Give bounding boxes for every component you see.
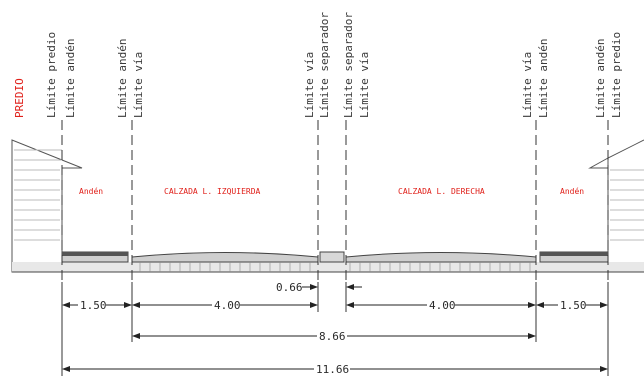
limit-lines: [61, 120, 609, 280]
label-left-limite-anden: Límite andén: [64, 39, 77, 118]
label-center-right-limite-separador: Límite separador: [342, 12, 355, 118]
label-center-left-limite-via: Límite vía: [303, 52, 316, 118]
dim-anden-left: 1.50: [80, 299, 107, 312]
zone-calzada-izquierda: CALZADA L. IZQUIERDA: [164, 187, 261, 196]
dimension-labels: 1.50 4.00 0.66 4.00 1.50 8.66 11.66: [78, 280, 587, 376]
ground-section: [12, 251, 644, 273]
left-building: [11, 139, 83, 273]
median-separator: [319, 251, 345, 263]
right-building: [588, 139, 644, 273]
label-center-right-limite-via: Límite vía: [358, 52, 371, 118]
zone-labels: Andén CALZADA L. IZQUIERDA CALZADA L. DE…: [79, 186, 584, 196]
zone-anden-left: Andén: [79, 186, 103, 196]
zone-anden-right: Andén: [560, 186, 584, 196]
label-left-limite-predio: Límite predio: [45, 32, 58, 118]
label-center-left-limite-separador: Límite separador: [318, 12, 331, 118]
predio-label: PREDIO: [13, 78, 26, 118]
dim-calzada-right: 4.00: [429, 299, 456, 312]
zone-calzada-derecha: CALZADA L. DERECHA: [398, 187, 485, 196]
label-right-limite-anden: Límite andén: [594, 39, 607, 118]
label-right-limite-predio: Límite predio: [610, 32, 623, 118]
right-roadway-surface: [345, 252, 537, 263]
vertical-labels: PREDIO Límite predio Límite andén Límite…: [13, 12, 623, 118]
label-left-inner-limite-anden: Límite andén: [116, 39, 129, 118]
dim-total: 11.66: [316, 363, 349, 376]
dim-between-vias: 8.66: [319, 330, 346, 343]
left-roadway-surface: [131, 252, 319, 263]
dim-anden-right: 1.50: [560, 299, 587, 312]
dim-separador: 0.66: [276, 281, 303, 294]
label-right-inner-limite-anden: Límite andén: [537, 39, 550, 118]
label-left-inner-limite-via: Límite vía: [132, 52, 145, 118]
label-right-inner-limite-via: Límite vía: [521, 52, 534, 118]
dim-calzada-left: 4.00: [214, 299, 241, 312]
